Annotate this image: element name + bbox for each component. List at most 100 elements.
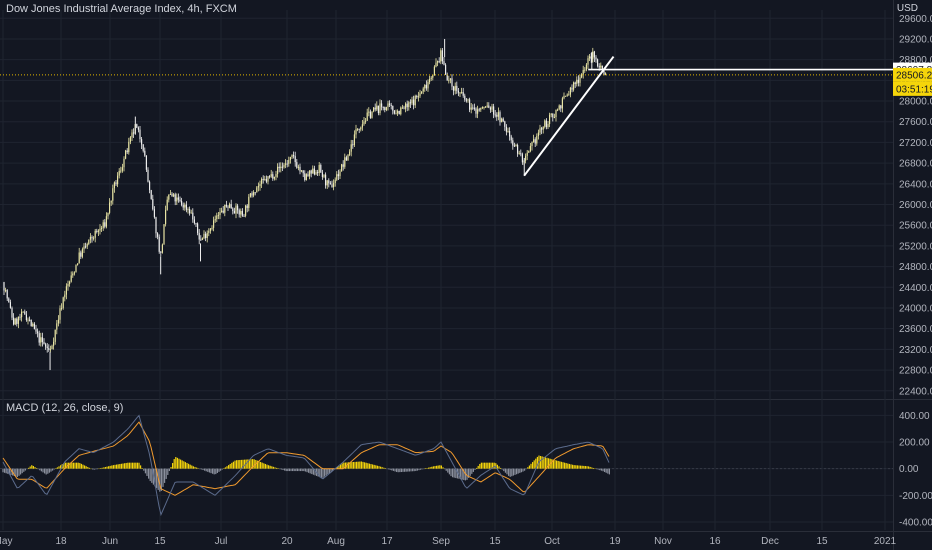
candle-body	[451, 78, 453, 87]
macd-histogram-bar	[253, 459, 255, 469]
candle-body	[139, 129, 141, 140]
macd-histogram-bar	[340, 464, 342, 469]
candle-body	[318, 165, 320, 173]
macd-histogram-bar	[37, 468, 39, 470]
macd-histogram-bar	[498, 466, 500, 469]
macd-histogram-bar	[226, 466, 228, 469]
macd-histogram-bar	[530, 463, 532, 469]
candle-body	[414, 95, 416, 106]
macd-histogram-bar	[74, 462, 76, 469]
macd-histogram-bar	[597, 468, 599, 470]
macd-histogram-bar	[344, 462, 346, 469]
candle-body	[5, 290, 7, 292]
candle-body	[462, 92, 464, 96]
macd-histogram-bar	[80, 463, 82, 469]
macd-histogram-bar	[317, 468, 319, 477]
candle-body	[483, 107, 485, 109]
candle-body	[589, 56, 591, 59]
candle-body	[97, 230, 99, 232]
countdown-badge-bg	[893, 81, 932, 96]
candle-body	[195, 223, 197, 225]
macd-histogram-bar	[596, 468, 598, 470]
macd-histogram-bar	[308, 468, 310, 473]
candle-body	[408, 102, 410, 108]
candle-body	[593, 51, 595, 58]
candle-body	[469, 99, 471, 110]
candle-body	[505, 126, 507, 132]
macd-histogram-bar	[583, 465, 585, 469]
candle-body	[235, 205, 237, 214]
macd-histogram-bar	[565, 463, 567, 469]
macd-histogram-bar	[301, 468, 303, 472]
candle-body	[91, 236, 93, 239]
candle-body	[443, 61, 445, 65]
candle-body	[441, 50, 443, 62]
macd-histogram-bar	[56, 467, 58, 469]
candle-body	[294, 156, 296, 163]
macd-histogram-bar	[240, 459, 242, 469]
macd-histogram-bar	[287, 468, 289, 472]
macd-histogram-bar	[76, 462, 78, 469]
macd-histogram-bar	[202, 468, 204, 471]
candle-body	[560, 105, 562, 109]
macd-histogram-bar	[79, 463, 81, 469]
time-tick-label: May	[0, 536, 12, 547]
macd-histogram-bar	[391, 468, 393, 471]
candle-body	[541, 128, 543, 130]
macd-histogram-bar	[279, 468, 281, 470]
chart-title: Dow Jones Industrial Average Index, 4h, …	[6, 3, 237, 15]
candle-body	[549, 114, 551, 124]
candle-body	[454, 85, 456, 91]
macd-histogram-bar	[605, 468, 607, 473]
price-tick-label: 29200.00	[899, 34, 932, 45]
candle-body	[510, 136, 512, 141]
macd-histogram-bar	[34, 467, 36, 469]
candle-body	[126, 150, 128, 153]
candle-body	[577, 79, 579, 83]
candle-body	[30, 319, 32, 327]
macd-histogram-bar	[58, 466, 60, 469]
macd-histogram-bar	[141, 468, 143, 469]
macd-histogram-bar	[480, 462, 482, 469]
candle-body	[550, 113, 552, 115]
macd-histogram-bar	[375, 465, 377, 469]
macd-histogram-bar	[197, 468, 199, 469]
macd-histogram-bar	[196, 467, 198, 469]
macd-histogram-bar	[490, 462, 492, 469]
macd-histogram-bar	[20, 468, 22, 475]
macd-histogram-bar	[544, 457, 546, 469]
candle-body	[390, 105, 392, 107]
macd-histogram-bar	[247, 459, 249, 469]
macd-histogram-bar	[546, 457, 548, 469]
macd-histogram-bar	[2, 468, 4, 473]
macd-histogram-bar	[237, 460, 239, 469]
macd-histogram-bar	[119, 464, 121, 469]
macd-histogram-bar	[221, 468, 223, 470]
candle-body	[590, 56, 592, 60]
candle-body	[382, 106, 384, 108]
macd-histogram-bar	[383, 467, 385, 469]
candle-body	[310, 170, 312, 174]
candle-body	[176, 197, 178, 202]
candle-body	[257, 186, 259, 188]
candle-body	[11, 307, 13, 318]
candle-body	[573, 82, 575, 90]
macd-histogram-bar	[389, 468, 391, 470]
candle-body	[480, 107, 482, 110]
candle-body	[59, 308, 61, 320]
candle-body	[105, 216, 107, 227]
candle-body	[481, 107, 483, 109]
macd-histogram-bar	[452, 468, 454, 478]
candle-body	[301, 170, 303, 172]
macd-histogram-bar	[188, 463, 190, 469]
candle-body	[552, 113, 554, 118]
candle-body	[605, 73, 607, 75]
macd-histogram-bar	[24, 468, 26, 471]
macd-histogram-bar	[109, 465, 111, 469]
macd-histogram-bar	[269, 465, 271, 469]
macd-histogram-bar	[144, 468, 146, 474]
macd-indicator-label[interactable]: MACD (12, 26, close, 9)	[6, 402, 124, 414]
macd-histogram-bar	[296, 468, 298, 472]
